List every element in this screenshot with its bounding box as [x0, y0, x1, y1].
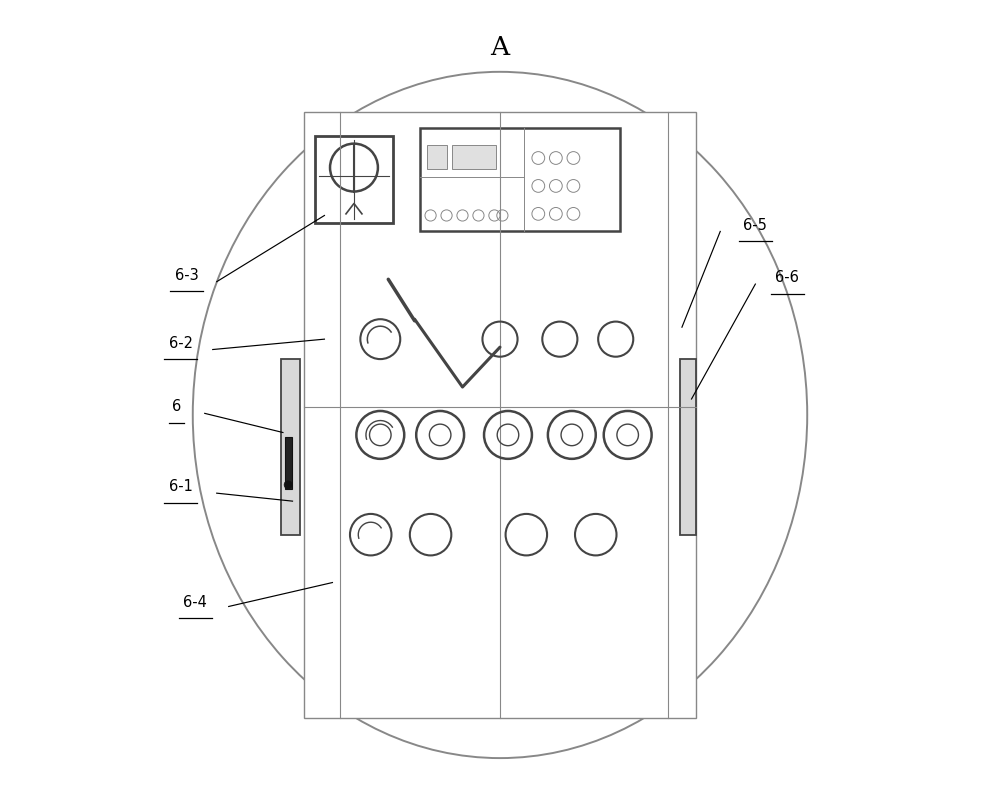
Circle shape — [284, 480, 292, 488]
Bar — [315, 136, 393, 223]
Bar — [427, 145, 447, 169]
Text: 6-1: 6-1 — [169, 480, 193, 494]
Bar — [680, 359, 696, 535]
Text: 6: 6 — [172, 400, 181, 414]
Text: 6-6: 6-6 — [775, 271, 799, 285]
Bar — [420, 128, 620, 231]
Bar — [452, 145, 496, 169]
Text: A: A — [490, 35, 510, 61]
Text: 6-3: 6-3 — [175, 268, 198, 282]
Text: 6-4: 6-4 — [183, 595, 207, 610]
Bar — [285, 437, 292, 488]
Text: 6-2: 6-2 — [169, 336, 193, 350]
Bar — [304, 112, 696, 718]
Text: 6-5: 6-5 — [743, 218, 767, 232]
Bar — [281, 359, 300, 535]
